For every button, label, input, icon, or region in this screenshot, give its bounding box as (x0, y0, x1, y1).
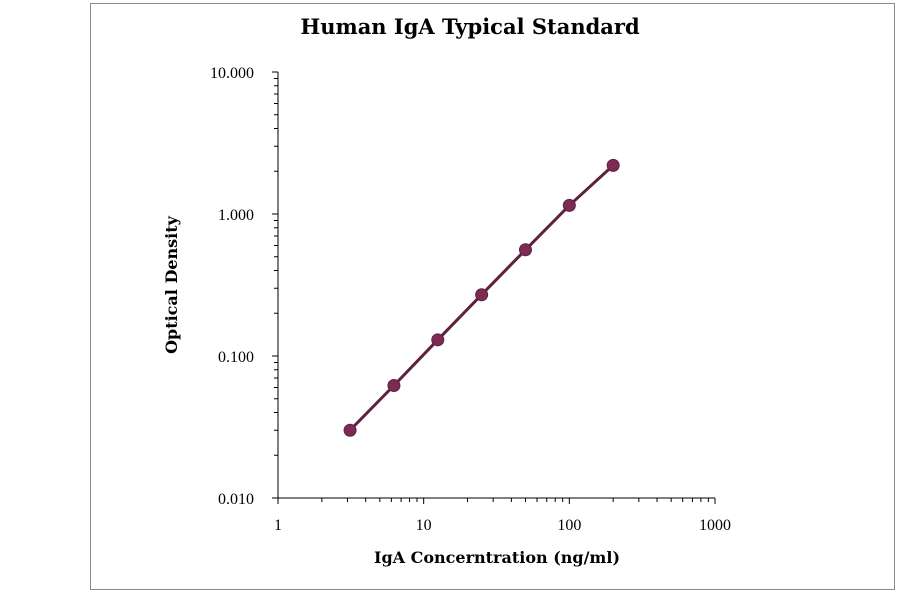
x-tick-label: 100 (557, 517, 581, 534)
x-tick-label: 10 (416, 517, 432, 534)
y-tick-label: 0.010 (218, 491, 254, 508)
y-tick-label: 0.100 (218, 349, 254, 366)
data-point (343, 423, 357, 437)
y-tick-label: 1.000 (218, 207, 254, 224)
x-tick-label: 1000 (699, 517, 731, 534)
data-point (431, 333, 445, 347)
plot-area (343, 158, 620, 437)
y-axis-label: Optical Density (162, 215, 181, 354)
data-point (606, 158, 620, 172)
data-point (518, 243, 532, 257)
x-tick-label: 1 (274, 517, 282, 534)
axes: 1 10 100 1000 0.010 0.100 1.000 10.000 (210, 65, 731, 534)
chart-title: Human IgA Typical Standard (300, 14, 640, 39)
y-tick-label: 10.000 (210, 65, 254, 82)
data-point (387, 378, 401, 392)
chart-frame (90, 3, 895, 590)
x-axis-label: IgA Concerntration (ng/ml) (374, 548, 620, 567)
data-point (475, 288, 489, 302)
data-point (562, 198, 576, 212)
